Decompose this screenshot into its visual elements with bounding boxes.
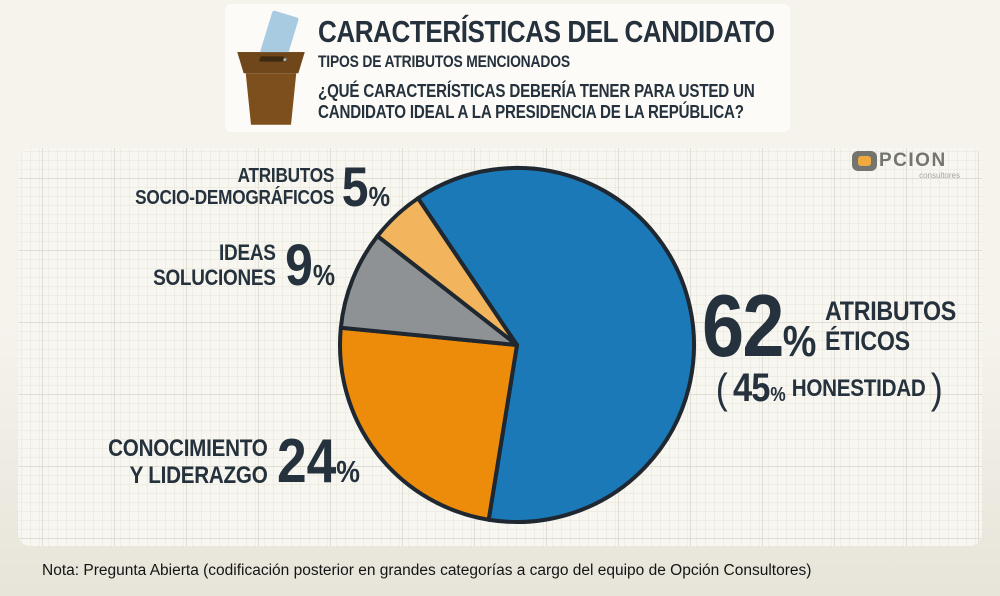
- callout-conocimiento-label: CONOCIMIENTO Y LIDERAZGO: [108, 435, 268, 489]
- pie-slice-ideas: [338, 234, 519, 347]
- pie-slice-eticos: [416, 166, 696, 524]
- ballot-box-body: [245, 73, 297, 125]
- survey-question-line2: CANDIDATO IDEAL A LA PRESIDENCIA DE LA R…: [318, 101, 744, 122]
- callout-eticos-main: 62% ATRIBUTOS ÉTICOS: [702, 276, 960, 375]
- callout-socio-percent: 5%: [341, 155, 390, 218]
- logo-o-inner-icon: [858, 156, 871, 166]
- pie-chart: [338, 166, 696, 524]
- logo-wordmark-text: PCION: [879, 150, 947, 171]
- header-text: CARACTERÍSTICAS DEL CANDIDATO TIPOS DE A…: [318, 14, 788, 123]
- survey-question-line1: ¿QUÉ CARACTERÍSTICAS DEBERÍA TENER PARA …: [318, 80, 755, 101]
- survey-question: ¿QUÉ CARACTERÍSTICAS DEBERÍA TENER PARA …: [318, 81, 788, 123]
- logo-wordmark: PCION: [852, 150, 962, 172]
- pie-slice-conocimiento: [338, 325, 519, 522]
- callout-conocimiento-liderazgo: CONOCIMIENTO Y LIDERAZGO 24%: [74, 427, 360, 497]
- ballot-box-icon: [237, 10, 305, 125]
- footnote: Nota: Pregunta Abierta (codificación pos…: [42, 562, 812, 579]
- callout-eticos-label: ATRIBUTOS ÉTICOS: [824, 295, 956, 357]
- logo-tagline: consultores: [919, 171, 960, 180]
- callout-eticos-honestidad: ( 45 % HONESTIDAD ): [715, 364, 943, 412]
- page-subtitle: TIPOS DE ATRIBUTOS MENCIONADOS: [318, 52, 570, 71]
- ballot-paper-icon: [260, 10, 299, 61]
- pie-slice-socio: [375, 196, 519, 347]
- callout-eticos-percent: 62%: [702, 276, 816, 375]
- callout-conocimiento-percent: 24%: [276, 427, 360, 497]
- callout-socio-demograficos: ATRIBUTOS SOCIO-DEMOGRÁFICOS 5%: [104, 155, 390, 218]
- logo-o-mark-icon: [852, 151, 877, 171]
- ballot-box-slot-front: [260, 56, 284, 61]
- callout-atributos-eticos: 62% ATRIBUTOS ÉTICOS ( 45 % HONESTIDAD ): [702, 276, 960, 412]
- callout-ideas-percent: 9%: [285, 232, 335, 298]
- ballot-box-lid-top: [237, 52, 305, 59]
- callout-socio-label: ATRIBUTOS SOCIO-DEMOGRÁFICOS: [135, 164, 335, 209]
- page-title: CARACTERÍSTICAS DEL CANDIDATO: [318, 14, 775, 49]
- callout-ideas-label: IDEAS SOLUCIONES: [153, 240, 276, 291]
- header-box: [225, 4, 790, 132]
- opcion-logo: PCION consultores: [852, 150, 962, 180]
- callout-ideas-soluciones: IDEAS SOLUCIONES 9%: [97, 232, 335, 298]
